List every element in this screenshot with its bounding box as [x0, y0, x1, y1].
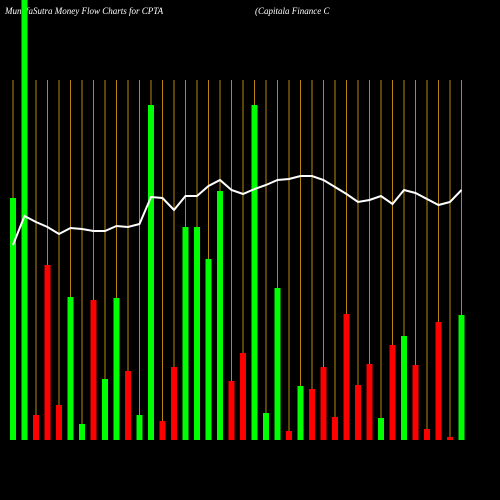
bar — [286, 431, 292, 440]
bar — [217, 191, 223, 440]
bar — [67, 297, 74, 440]
bar — [343, 314, 350, 440]
bar — [228, 381, 235, 440]
bar — [10, 198, 16, 440]
bar — [113, 298, 120, 440]
bar — [263, 413, 269, 440]
bar — [355, 385, 361, 440]
bar — [33, 415, 39, 440]
bar — [389, 345, 396, 440]
bar — [378, 418, 384, 440]
bar — [297, 386, 304, 440]
bar — [125, 371, 131, 440]
bar — [21, 0, 28, 440]
bar — [332, 417, 338, 440]
bar — [102, 379, 108, 440]
bar — [44, 265, 51, 440]
money-flow-line — [12, 175, 463, 246]
bar — [79, 424, 85, 440]
bar — [401, 336, 407, 440]
bar — [171, 367, 177, 440]
bar — [251, 105, 258, 440]
bar — [90, 300, 97, 440]
bar — [159, 421, 166, 440]
bar — [148, 105, 154, 440]
bar — [412, 365, 419, 440]
bar — [56, 405, 62, 440]
bar — [136, 415, 143, 440]
chart-subtitle: (Capitala Finance C — [255, 6, 330, 16]
bar — [447, 437, 453, 440]
bar — [274, 288, 281, 440]
bar — [435, 322, 442, 440]
bar — [424, 429, 430, 440]
bar — [205, 259, 212, 440]
bar — [182, 227, 189, 440]
bar — [240, 353, 246, 440]
chart-title: MunafaSutra Money Flow Charts for CPTA — [4, 6, 164, 16]
bar — [458, 315, 465, 440]
bar — [309, 389, 315, 440]
bar — [194, 227, 200, 440]
bar — [366, 364, 373, 440]
bar — [320, 367, 327, 440]
